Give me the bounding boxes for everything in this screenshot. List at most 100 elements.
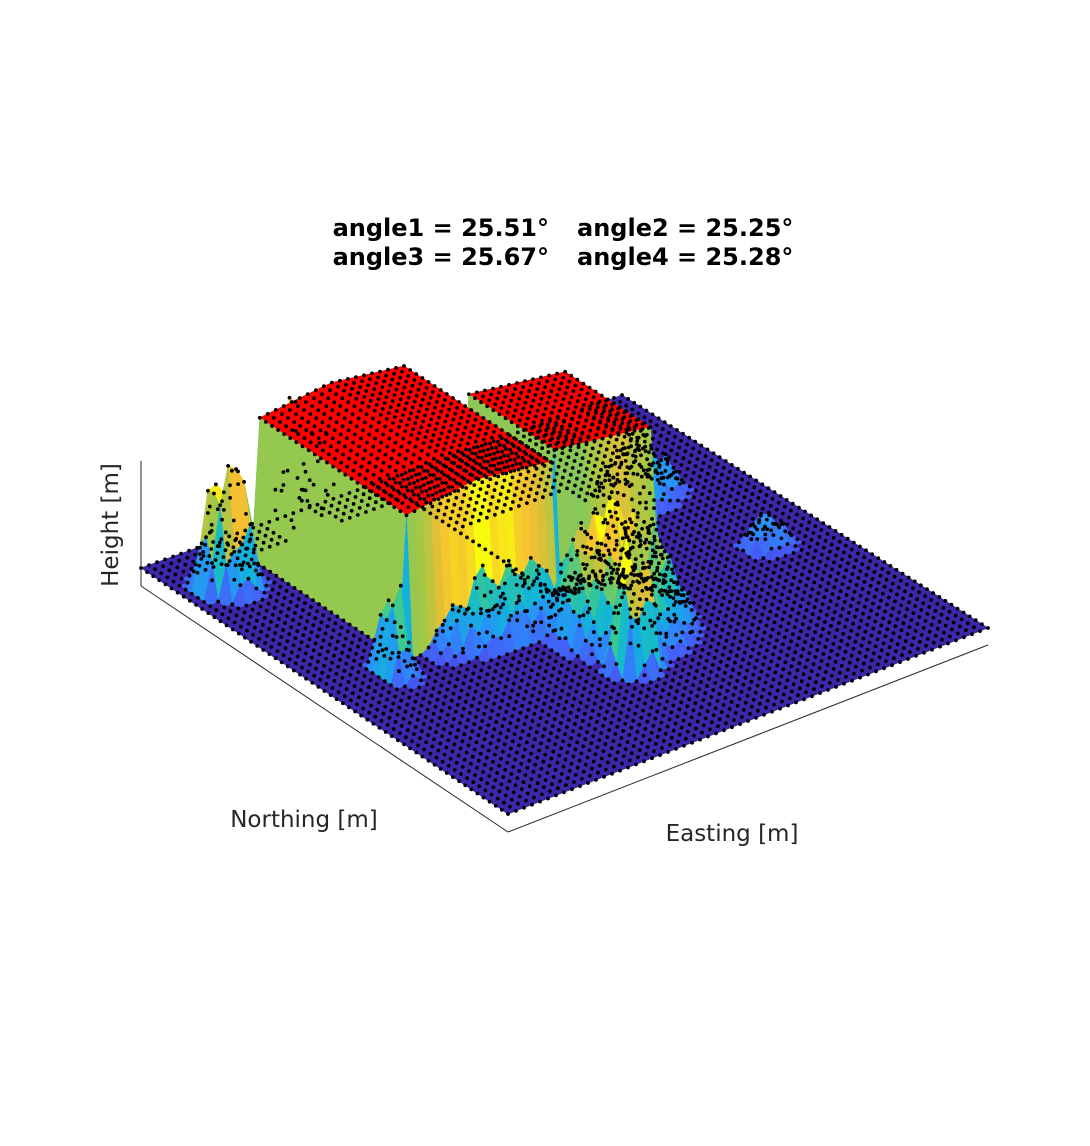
point-cloud-dot	[564, 462, 569, 466]
point-cloud-dot	[609, 463, 614, 468]
point-cloud-dot	[267, 652, 272, 656]
point-cloud-dot	[435, 421, 440, 426]
point-cloud-dot	[635, 435, 640, 440]
point-cloud-dot	[537, 381, 541, 386]
point-cloud-dot	[226, 464, 231, 468]
point-cloud-dot	[501, 509, 505, 514]
point-cloud-dot	[365, 468, 370, 473]
point-cloud-dot	[259, 629, 263, 634]
point-cloud-dot	[450, 485, 454, 489]
point-cloud-dot	[479, 400, 483, 405]
point-cloud-dot	[312, 452, 317, 457]
point-cloud-dot	[651, 451, 656, 456]
point-cloud-dot	[343, 504, 348, 509]
point-cloud-dot	[359, 464, 364, 469]
point-cloud-dot	[551, 383, 556, 388]
point-cloud-dot	[663, 444, 667, 449]
point-cloud-dot	[471, 423, 476, 428]
point-cloud-dot	[441, 403, 445, 408]
point-cloud-dot	[464, 510, 469, 515]
point-cloud-dot	[729, 463, 734, 467]
point-cloud-dot	[544, 481, 549, 486]
point-cloud-dot	[240, 563, 245, 568]
point-cloud-dot	[318, 428, 323, 433]
point-cloud-dot	[232, 577, 237, 582]
point-cloud-dot	[412, 378, 417, 382]
point-cloud-dot	[624, 403, 629, 408]
point-cloud-dot	[494, 506, 499, 510]
point-cloud-dot	[385, 444, 390, 449]
point-cloud-dot	[597, 474, 601, 479]
point-cloud-dot	[344, 382, 348, 387]
point-cloud-dot	[425, 407, 429, 412]
point-cloud-dot	[290, 428, 295, 432]
point-cloud-dot	[460, 499, 465, 504]
point-cloud-dot	[334, 420, 339, 425]
point-cloud-dot	[261, 540, 266, 545]
point-cloud-dot	[417, 409, 421, 414]
point-cloud-dot	[336, 440, 341, 445]
point-cloud-dot	[721, 465, 726, 470]
point-cloud-dot	[283, 514, 288, 518]
point-cloud-dot	[518, 472, 523, 477]
point-cloud-dot	[283, 646, 288, 651]
point-cloud-dot	[235, 556, 240, 561]
point-cloud-dot	[335, 448, 339, 453]
point-cloud-dot	[697, 450, 702, 455]
point-cloud-dot	[364, 389, 369, 393]
point-cloud-dot	[579, 487, 583, 492]
point-cloud-dot	[368, 399, 373, 403]
point-cloud-dot	[228, 483, 232, 488]
point-cloud-dot	[308, 412, 313, 416]
point-cloud-dot	[588, 453, 593, 458]
point-cloud-dot	[281, 483, 286, 487]
point-cloud-dot	[491, 430, 496, 434]
point-cloud-dot	[483, 431, 488, 436]
point-cloud-dot	[294, 412, 298, 416]
point-cloud-dot	[459, 415, 464, 420]
point-cloud-dot	[526, 494, 531, 499]
point-cloud-dot	[689, 477, 694, 482]
point-cloud-dot	[249, 557, 254, 562]
point-cloud-dot	[647, 491, 652, 496]
point-cloud-dot	[216, 599, 221, 604]
point-cloud-dot	[351, 502, 356, 506]
point-cloud-dot	[486, 484, 491, 489]
point-cloud-dot	[421, 419, 425, 424]
point-cloud-dot	[242, 610, 247, 615]
point-cloud-dot	[704, 478, 708, 483]
point-cloud-dot	[240, 542, 245, 547]
point-cloud-dot	[452, 527, 457, 532]
point-cloud-dot	[643, 449, 648, 453]
title-line-2-right: angle4 = 25.28°	[577, 243, 793, 271]
point-cloud-dot	[512, 468, 517, 473]
point-cloud-dot	[555, 414, 560, 419]
point-cloud-dot	[652, 430, 657, 434]
point-cloud-dot	[254, 618, 259, 623]
point-cloud-dot	[267, 520, 272, 524]
point-cloud-dot	[389, 456, 394, 461]
point-cloud-dot	[276, 428, 280, 432]
point-cloud-dot	[329, 503, 334, 508]
point-cloud-dot	[336, 412, 341, 417]
point-cloud-dot	[292, 586, 297, 590]
point-cloud-dot	[559, 381, 564, 386]
point-cloud-dot	[641, 468, 646, 473]
point-cloud-dot	[361, 492, 366, 497]
point-cloud-dot	[378, 413, 383, 417]
point-cloud-dot	[467, 414, 472, 418]
point-cloud-dot	[382, 379, 387, 384]
point-cloud-dot	[675, 452, 680, 457]
point-cloud-dot	[723, 459, 728, 463]
point-cloud-dot	[537, 402, 542, 407]
point-cloud-dot	[407, 481, 412, 486]
point-cloud-dot	[552, 478, 557, 483]
point-cloud-dot	[483, 442, 488, 446]
point-cloud-dot	[655, 447, 659, 452]
point-cloud-dot	[317, 602, 321, 607]
point-cloud-dot	[585, 491, 590, 496]
point-cloud-dot	[388, 405, 393, 409]
point-cloud-dot	[276, 591, 281, 596]
point-cloud-dot	[249, 639, 254, 644]
point-cloud-dot	[533, 498, 537, 502]
